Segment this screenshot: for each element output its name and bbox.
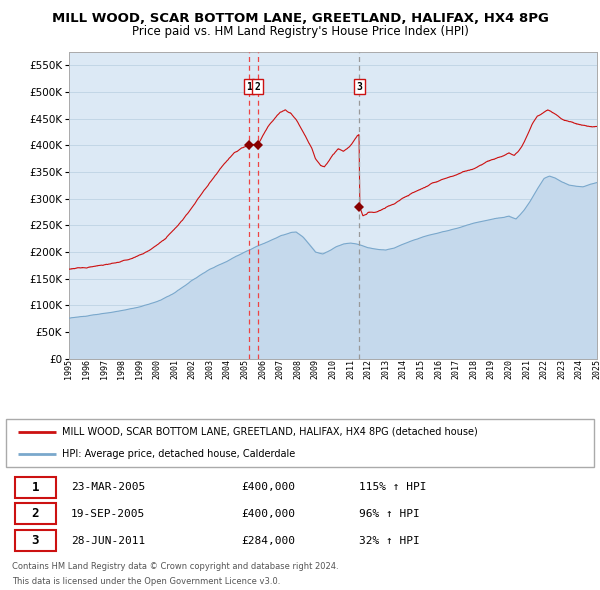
Text: 2002: 2002 (188, 359, 197, 379)
Text: 2020: 2020 (505, 359, 514, 379)
Text: 2003: 2003 (205, 359, 214, 379)
Text: 1995: 1995 (65, 359, 74, 379)
Text: 2004: 2004 (223, 359, 232, 379)
Text: 2013: 2013 (382, 359, 391, 379)
Text: 2008: 2008 (293, 359, 302, 379)
Text: 3: 3 (32, 534, 39, 547)
FancyBboxPatch shape (15, 530, 56, 551)
Text: 2017: 2017 (452, 359, 461, 379)
Text: 2005: 2005 (241, 359, 250, 379)
Text: 96% ↑ HPI: 96% ↑ HPI (359, 509, 419, 519)
Text: 19-SEP-2005: 19-SEP-2005 (71, 509, 145, 519)
Text: 2016: 2016 (434, 359, 443, 379)
FancyBboxPatch shape (6, 419, 594, 467)
Text: £400,000: £400,000 (241, 482, 295, 492)
Text: 2015: 2015 (416, 359, 425, 379)
FancyBboxPatch shape (15, 477, 56, 497)
Text: Contains HM Land Registry data © Crown copyright and database right 2024.: Contains HM Land Registry data © Crown c… (12, 562, 338, 571)
Text: MILL WOOD, SCAR BOTTOM LANE, GREETLAND, HALIFAX, HX4 8PG (detached house): MILL WOOD, SCAR BOTTOM LANE, GREETLAND, … (62, 427, 478, 437)
Text: 2019: 2019 (487, 359, 496, 379)
Text: This data is licensed under the Open Government Licence v3.0.: This data is licensed under the Open Gov… (12, 578, 280, 586)
Text: 1997: 1997 (100, 359, 109, 379)
Text: 2018: 2018 (469, 359, 478, 379)
Text: 23-MAR-2005: 23-MAR-2005 (71, 482, 145, 492)
Text: 115% ↑ HPI: 115% ↑ HPI (359, 482, 426, 492)
Text: 2025: 2025 (593, 359, 600, 379)
Text: 1999: 1999 (135, 359, 144, 379)
Text: £400,000: £400,000 (241, 509, 295, 519)
Text: 2024: 2024 (575, 359, 584, 379)
Text: 2011: 2011 (346, 359, 355, 379)
Text: 2023: 2023 (557, 359, 566, 379)
Text: 1: 1 (246, 81, 252, 91)
Text: 3: 3 (356, 81, 362, 91)
Text: 1996: 1996 (82, 359, 91, 379)
Text: 2001: 2001 (170, 359, 179, 379)
Text: 1: 1 (32, 481, 39, 494)
FancyBboxPatch shape (15, 503, 56, 525)
Text: 2007: 2007 (276, 359, 285, 379)
Text: 2009: 2009 (311, 359, 320, 379)
Text: MILL WOOD, SCAR BOTTOM LANE, GREETLAND, HALIFAX, HX4 8PG: MILL WOOD, SCAR BOTTOM LANE, GREETLAND, … (52, 12, 548, 25)
Text: Price paid vs. HM Land Registry's House Price Index (HPI): Price paid vs. HM Land Registry's House … (131, 25, 469, 38)
Text: 32% ↑ HPI: 32% ↑ HPI (359, 536, 419, 546)
Text: 2010: 2010 (329, 359, 337, 379)
Text: 2012: 2012 (364, 359, 373, 379)
Text: HPI: Average price, detached house, Calderdale: HPI: Average price, detached house, Cald… (62, 449, 295, 459)
Text: 2006: 2006 (258, 359, 267, 379)
Text: 28-JUN-2011: 28-JUN-2011 (71, 536, 145, 546)
Text: 2022: 2022 (540, 359, 549, 379)
Text: 2: 2 (255, 81, 260, 91)
Text: 2021: 2021 (522, 359, 531, 379)
Text: 2000: 2000 (152, 359, 161, 379)
Text: 2014: 2014 (399, 359, 408, 379)
Text: 2: 2 (32, 507, 39, 520)
Text: £284,000: £284,000 (241, 536, 295, 546)
Text: 1998: 1998 (118, 359, 127, 379)
